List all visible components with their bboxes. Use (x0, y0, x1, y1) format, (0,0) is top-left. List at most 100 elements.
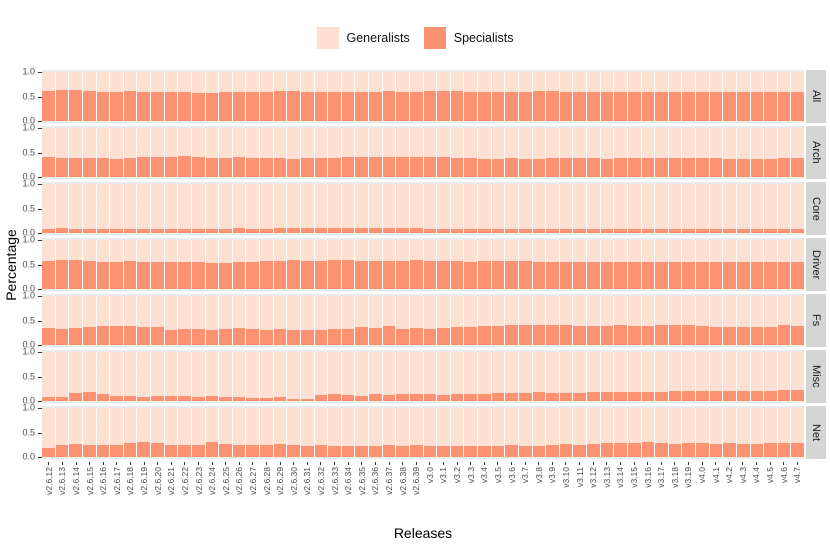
x-tick-cell (178, 462, 192, 466)
y-tick-mark (38, 264, 42, 266)
bar (436, 184, 450, 233)
x-tick-label: v3.2 (452, 467, 463, 484)
bar-segment-specialists (273, 396, 287, 401)
bar-segment-generalists (341, 240, 355, 261)
bar-segment-specialists (260, 397, 273, 401)
bar-segment-generalists (600, 128, 614, 159)
bar-segment-specialists (587, 158, 600, 177)
bar-segment-generalists (396, 408, 409, 446)
x-tick-cell (450, 462, 464, 466)
bar (776, 72, 791, 121)
bar-segment-generalists (123, 408, 137, 444)
bar-segment-specialists (587, 91, 600, 121)
bar (150, 240, 164, 289)
bar-segment-generalists (736, 128, 750, 159)
y-tick-label: 0.0 (22, 227, 35, 238)
x-tick-mark (225, 462, 227, 465)
bar-segment-specialists (260, 158, 273, 177)
bar (81, 408, 96, 457)
x-label-cell: v4.1 (709, 466, 723, 522)
bar-segment-specialists (110, 158, 123, 177)
bar-segment-specialists (750, 158, 764, 177)
bar (68, 184, 82, 233)
bar (654, 184, 668, 233)
bar (381, 408, 396, 457)
y-tick-mark (38, 400, 42, 402)
bar (54, 240, 69, 289)
bar-segment-generalists (668, 408, 682, 444)
bar (54, 408, 69, 457)
bar (259, 352, 273, 401)
bar (586, 72, 600, 121)
x-tick-mark (374, 462, 376, 465)
bar-segment-specialists (464, 228, 477, 233)
bar-segment-specialists (260, 445, 273, 457)
bar-segment-generalists (791, 72, 804, 92)
bar (504, 128, 518, 177)
bar (408, 184, 423, 233)
bar-segment-generalists (777, 128, 791, 159)
y-tick-label: 0.0 (22, 171, 35, 182)
y-tick-label: 0.0 (22, 339, 35, 350)
x-tick-label: v3.13 (601, 467, 612, 488)
bar-segment-generalists (137, 408, 150, 443)
x-tick-cell (164, 462, 178, 466)
bar (504, 296, 518, 345)
bar (54, 296, 69, 345)
bar (54, 352, 69, 401)
bar (327, 128, 341, 177)
bar (599, 296, 614, 345)
bar-segment-generalists (723, 128, 736, 159)
bar-segment-generalists (491, 128, 505, 159)
bar-segment-specialists (369, 393, 382, 401)
bar-segment-specialists (137, 396, 150, 401)
x-tick-cell (301, 462, 315, 466)
bar (259, 128, 273, 177)
bar (545, 408, 559, 457)
bar (708, 72, 723, 121)
bar-segment-specialists (736, 92, 750, 121)
bar-segment-generalists (696, 408, 709, 444)
bar-segment-specialists (587, 325, 600, 345)
bar (422, 128, 437, 177)
bar-segment-generalists (559, 128, 573, 159)
x-label-cell: v2.6.23 (192, 466, 206, 522)
bar (599, 240, 614, 289)
bar (54, 72, 69, 121)
bar (368, 240, 382, 289)
bar-segment-specialists (791, 91, 804, 121)
bar-segment-specialists (573, 91, 586, 121)
bar-segment-generalists (151, 408, 164, 444)
bar-segment-specialists (110, 395, 123, 401)
x-label-cell: v3.11 (573, 466, 587, 522)
bar-segment-generalists (682, 184, 695, 229)
bar-segment-specialists (137, 326, 150, 345)
bar-segment-specialists (668, 158, 682, 177)
bar (231, 296, 246, 345)
x-label-cell: v3.10 (559, 466, 573, 522)
bar (231, 408, 246, 457)
bar-segment-generalists (641, 408, 655, 443)
facet-panel-fs (42, 294, 804, 347)
bar (708, 128, 723, 177)
bar (517, 128, 532, 177)
x-tick-mark (198, 462, 199, 465)
y-tick-mark (38, 408, 42, 410)
bar-segment-generalists (355, 240, 368, 261)
bar-segment-specialists (396, 445, 409, 457)
bar-segment-specialists (205, 329, 219, 345)
bar-segment-specialists (409, 445, 423, 457)
bar (463, 408, 477, 457)
facet-row-misc: 1.0 0.5 0.0 Misc (4, 347, 826, 405)
bar-segment-specialists (232, 397, 246, 401)
bar-segment-specialists (369, 261, 382, 289)
x-label-cell: v3.6 (505, 466, 519, 522)
bar-segment-generalists (69, 352, 82, 393)
bar (122, 240, 137, 289)
bar-segment-specialists (178, 228, 191, 233)
bar (109, 72, 123, 121)
bar-segment-specialists (260, 261, 273, 289)
bar (177, 72, 191, 121)
bar (122, 296, 137, 345)
bar-segment-generalists (573, 184, 586, 229)
